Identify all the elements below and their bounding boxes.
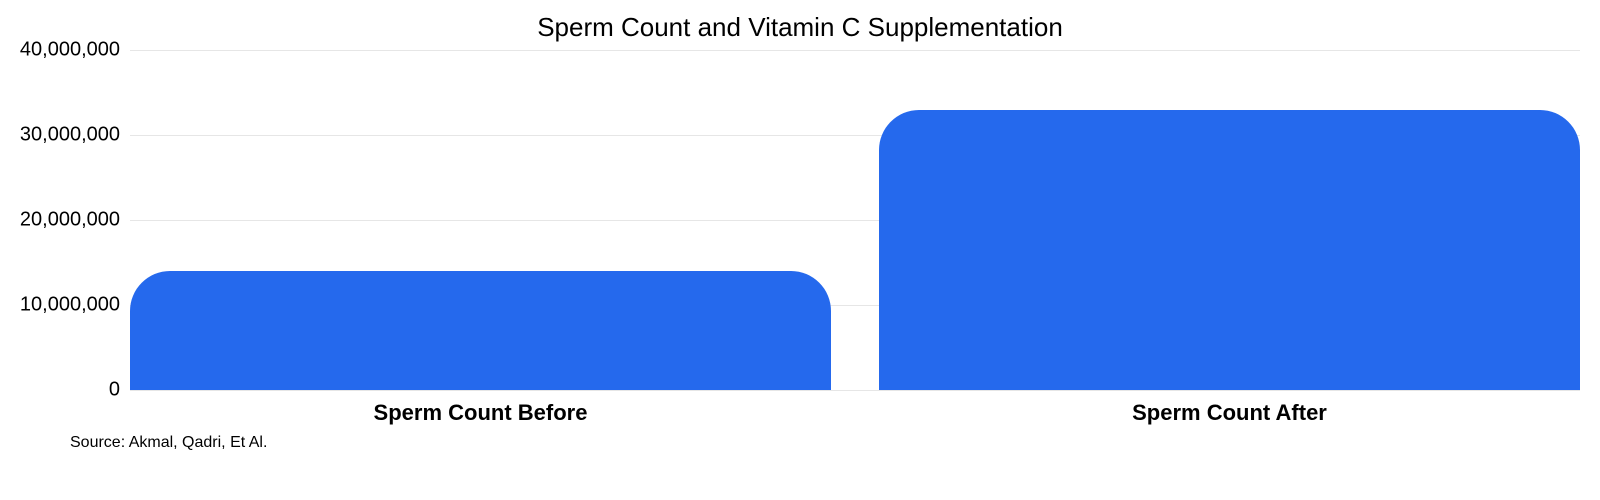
source-text: Source: Akmal, Qadri, Et Al. bbox=[70, 434, 267, 452]
chart-container: Sperm Count and Vitamin C Supplementatio… bbox=[0, 0, 1600, 500]
bar-before bbox=[130, 271, 831, 390]
x-labels-row: Sperm Count Before Sperm Count After bbox=[130, 400, 1580, 426]
y-tick-label-1: 10,000,000 bbox=[20, 294, 120, 317]
y-tick-label-2: 20,000,000 bbox=[20, 209, 120, 232]
gridline bbox=[130, 390, 1580, 391]
x-label-before: Sperm Count Before bbox=[130, 400, 831, 426]
y-tick-label-0: 0 bbox=[109, 379, 120, 402]
x-label-after: Sperm Count After bbox=[879, 400, 1580, 426]
y-tick-label-3: 30,000,000 bbox=[20, 124, 120, 147]
chart-title: Sperm Count and Vitamin C Supplementatio… bbox=[0, 12, 1600, 43]
bar-after bbox=[879, 110, 1580, 391]
bars-row bbox=[130, 50, 1580, 390]
y-tick-label-4: 40,000,000 bbox=[20, 39, 120, 62]
plot-area bbox=[130, 50, 1580, 390]
